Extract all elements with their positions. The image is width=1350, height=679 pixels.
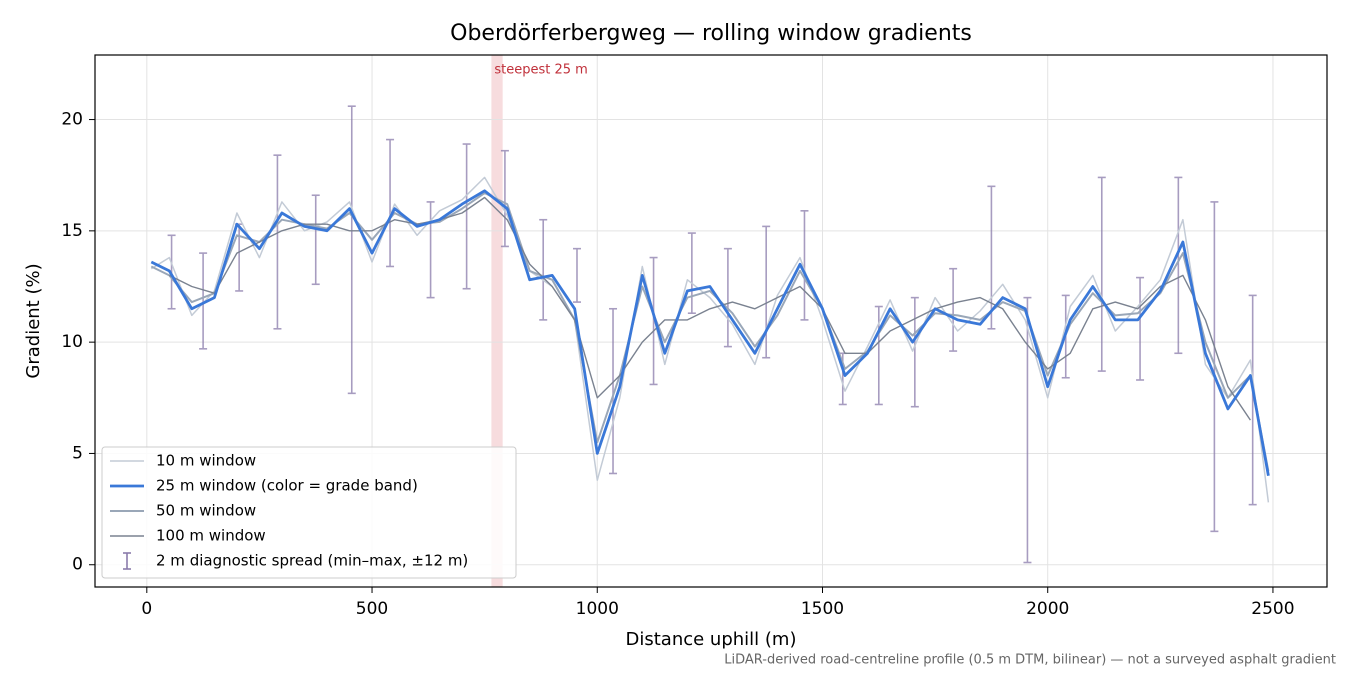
- y-tick-label: 20: [61, 110, 83, 130]
- y-tick-label: 0: [72, 555, 83, 575]
- error-bar: [723, 247, 732, 348]
- error-bar: [1174, 176, 1183, 355]
- error-bar: [609, 307, 618, 475]
- legend-label: 25 m window (color = grade band): [156, 477, 418, 495]
- plot-frame: [94, 54, 1328, 588]
- error-bar: [1097, 176, 1106, 372]
- error-bar: [987, 185, 996, 330]
- y-tick-label: 15: [61, 221, 83, 241]
- error-bar: [687, 232, 696, 315]
- legend-label: 10 m window: [156, 452, 256, 470]
- error-bar: [1248, 294, 1257, 506]
- series-line: [168, 196, 1251, 421]
- y-tick-label: 10: [61, 332, 83, 352]
- caption: LiDAR-derived road-centreline profile (0…: [724, 653, 1336, 668]
- x-tick-label: 2500: [1251, 599, 1294, 619]
- legend: 10 m window 25 m window (color = grade ba…: [101, 446, 517, 579]
- error-bar: [500, 149, 509, 248]
- error-bar: [235, 223, 244, 292]
- error-bar: [426, 201, 435, 299]
- series-line: [150, 189, 1270, 476]
- x-tick-label: 0: [141, 599, 152, 619]
- x-tick-label: 1000: [576, 599, 619, 619]
- x-tick-label: 500: [356, 599, 388, 619]
- series-line: [150, 176, 1270, 503]
- error-bar: [874, 305, 883, 406]
- error-bar: [762, 225, 771, 359]
- x-axis-label: Distance uphill (m): [626, 629, 797, 650]
- legend-label: 100 m window: [156, 527, 266, 545]
- error-bar: [311, 194, 320, 286]
- error-bar: [649, 256, 658, 386]
- x-tick-label: 2000: [1026, 599, 1069, 619]
- highlight-band: [491, 55, 503, 587]
- highlight-label: steepest 25 m: [494, 63, 587, 78]
- series-line: [150, 192, 1270, 472]
- error-bar: [949, 267, 958, 352]
- y-tick-label: 5: [72, 443, 83, 463]
- error-bar: [199, 252, 208, 350]
- error-bar: [572, 247, 581, 303]
- x-tick-label: 1500: [801, 599, 844, 619]
- y-axis-label: Gradient (%): [23, 263, 44, 378]
- chart-title: Oberdörferbergweg — rolling window gradi…: [450, 21, 972, 46]
- error-bar: [347, 105, 356, 395]
- error-bar: [800, 210, 809, 321]
- error-bar: [1136, 276, 1145, 381]
- legend-label: 50 m window: [156, 502, 256, 520]
- error-bar: [1023, 296, 1032, 564]
- legend-label: 2 m diagnostic spread (min–max, ±12 m): [156, 552, 468, 570]
- error-bar: [273, 154, 282, 330]
- legend-box: [101, 446, 517, 579]
- error-bar: [386, 138, 395, 268]
- error-bar: [539, 218, 548, 321]
- error-bar: [462, 143, 471, 290]
- error-bar: [910, 296, 919, 408]
